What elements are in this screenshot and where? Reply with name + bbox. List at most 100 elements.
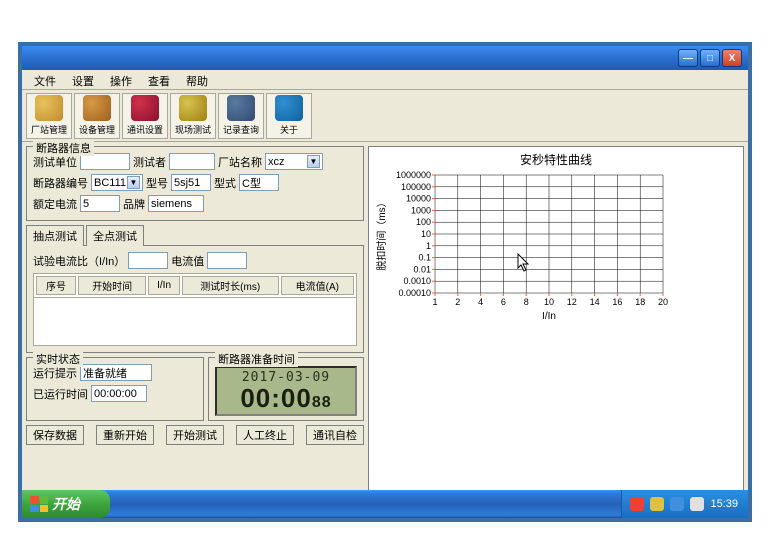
toolbar-label: 厂站管理 bbox=[31, 123, 67, 136]
rated-input[interactable] bbox=[80, 195, 120, 212]
number-select[interactable]: BC111▼ bbox=[91, 174, 143, 191]
test-tabs: 抽点测试 全点测试 试验电流比（I/In） 电流值 序号开始时间I/In测试时长… bbox=[26, 225, 364, 353]
toolbar-button[interactable]: 记录查询 bbox=[218, 93, 264, 139]
toolbar: 厂站管理 设备管理 通讯设置 现场测试 记录查询 关于 bbox=[22, 90, 748, 142]
col-header: 开始时间 bbox=[78, 276, 146, 295]
svg-text:20: 20 bbox=[658, 297, 668, 307]
taskbar: 开始 15:39 bbox=[22, 490, 748, 518]
ratio-label: 试验电流比（I/In） bbox=[33, 253, 125, 269]
tray-icon[interactable] bbox=[650, 497, 664, 511]
toolbar-button[interactable]: 设备管理 bbox=[74, 93, 120, 139]
svg-text:10: 10 bbox=[544, 297, 554, 307]
action-button[interactable]: 重新开始 bbox=[96, 425, 154, 445]
tester-input[interactable] bbox=[169, 153, 215, 170]
svg-text:18: 18 bbox=[635, 297, 645, 307]
model-label: 型号 bbox=[146, 175, 168, 191]
toolbar-label: 现场测试 bbox=[175, 123, 211, 136]
toolbar-label: 记录查询 bbox=[223, 123, 259, 136]
svg-text:脱扣时间（ms）: 脱扣时间（ms） bbox=[375, 197, 388, 270]
toolbar-button[interactable]: 通讯设置 bbox=[122, 93, 168, 139]
tab-sample[interactable]: 抽点测试 bbox=[26, 225, 84, 246]
svg-text:0.01: 0.01 bbox=[413, 264, 431, 274]
minimize-button[interactable]: — bbox=[678, 49, 698, 67]
toolbar-icon bbox=[227, 95, 255, 121]
lcd-time: 00:0088 bbox=[240, 385, 331, 412]
titlebar: — □ X bbox=[22, 46, 748, 70]
rated-label: 额定电流 bbox=[33, 196, 77, 212]
chart-title: 安秒特性曲线 bbox=[369, 147, 743, 172]
model-input[interactable] bbox=[171, 174, 211, 191]
results-body[interactable] bbox=[33, 298, 357, 346]
toolbar-icon bbox=[179, 95, 207, 121]
brand-input[interactable] bbox=[148, 195, 204, 212]
svg-text:16: 16 bbox=[612, 297, 622, 307]
svg-text:6: 6 bbox=[501, 297, 506, 307]
maximize-button[interactable]: □ bbox=[700, 49, 720, 67]
prepare-legend: 断路器准备时间 bbox=[215, 351, 298, 367]
chart-panel: 安秒特性曲线 10000001000001000010001001010.10.… bbox=[368, 146, 744, 496]
action-buttons: 保存数据重新开始开始测试人工终止通讯自检 bbox=[26, 425, 364, 445]
svg-text:0.00010: 0.00010 bbox=[398, 288, 431, 298]
svg-text:0.1: 0.1 bbox=[418, 253, 431, 263]
current-label: 电流值 bbox=[171, 253, 204, 269]
svg-text:10000: 10000 bbox=[406, 194, 431, 204]
action-button[interactable]: 人工终止 bbox=[236, 425, 294, 445]
menu-view[interactable]: 查看 bbox=[140, 70, 178, 89]
svg-text:1000000: 1000000 bbox=[396, 171, 431, 180]
svg-text:I/In: I/In bbox=[542, 311, 556, 321]
station-select[interactable]: xcz▼ bbox=[265, 153, 323, 170]
svg-text:10: 10 bbox=[421, 229, 431, 239]
menu-settings[interactable]: 设置 bbox=[64, 70, 102, 89]
tray-icon[interactable] bbox=[690, 497, 704, 511]
realtime-legend: 实时状态 bbox=[33, 351, 83, 367]
action-button[interactable]: 保存数据 bbox=[26, 425, 84, 445]
cursor-icon bbox=[517, 253, 531, 273]
svg-text:8: 8 bbox=[524, 297, 529, 307]
svg-text:0.0010: 0.0010 bbox=[403, 276, 431, 286]
type-input[interactable] bbox=[239, 174, 279, 191]
tab-full[interactable]: 全点测试 bbox=[86, 225, 144, 246]
number-label: 断路器编号 bbox=[33, 175, 88, 191]
action-button[interactable]: 通讯自检 bbox=[306, 425, 364, 445]
elapsed-value bbox=[91, 385, 147, 402]
tray-clock: 15:39 bbox=[710, 498, 738, 510]
prepare-group: 断路器准备时间 2017-03-09 00:0088 bbox=[208, 357, 364, 421]
svg-text:100: 100 bbox=[416, 217, 431, 227]
toolbar-icon bbox=[35, 95, 63, 121]
start-label: 开始 bbox=[52, 494, 80, 514]
tray-icon[interactable] bbox=[630, 497, 644, 511]
results-table: 序号开始时间I/In测试时长(ms)电流值(A) bbox=[33, 273, 357, 298]
toolbar-icon bbox=[275, 95, 303, 121]
col-header: 测试时长(ms) bbox=[182, 276, 279, 295]
tray-icon[interactable] bbox=[670, 497, 684, 511]
toolbar-button[interactable]: 关于 bbox=[266, 93, 312, 139]
menu-file[interactable]: 文件 bbox=[26, 70, 64, 89]
toolbar-icon bbox=[131, 95, 159, 121]
toolbar-button[interactable]: 厂站管理 bbox=[26, 93, 72, 139]
svg-text:2: 2 bbox=[455, 297, 460, 307]
col-header: 序号 bbox=[36, 276, 76, 295]
col-header: I/In bbox=[148, 276, 179, 295]
toolbar-label: 通讯设置 bbox=[127, 123, 163, 136]
toolbar-button[interactable]: 现场测试 bbox=[170, 93, 216, 139]
close-button[interactable]: X bbox=[722, 49, 742, 67]
start-button[interactable]: 开始 bbox=[22, 490, 110, 518]
svg-text:4: 4 bbox=[478, 297, 483, 307]
action-button[interactable]: 开始测试 bbox=[166, 425, 224, 445]
station-label: 厂站名称 bbox=[218, 154, 262, 170]
svg-text:1: 1 bbox=[426, 241, 431, 251]
svg-text:100000: 100000 bbox=[401, 182, 431, 192]
menubar: 文件 设置 操作 查看 帮助 bbox=[22, 70, 748, 90]
group-legend: 断路器信息 bbox=[33, 140, 94, 156]
menu-operate[interactable]: 操作 bbox=[102, 70, 140, 89]
chart-svg: 10000001000001000010001001010.10.010.001… bbox=[373, 171, 673, 321]
menu-help[interactable]: 帮助 bbox=[178, 70, 216, 89]
current-input[interactable] bbox=[207, 252, 247, 269]
toolbar-label: 设备管理 bbox=[79, 123, 115, 136]
system-tray[interactable]: 15:39 bbox=[621, 490, 748, 518]
toolbar-label: 关于 bbox=[280, 123, 298, 136]
type-label: 型式 bbox=[214, 175, 236, 191]
tester-label: 测试者 bbox=[133, 154, 166, 170]
ratio-input[interactable] bbox=[128, 252, 168, 269]
hint-value bbox=[80, 364, 152, 381]
